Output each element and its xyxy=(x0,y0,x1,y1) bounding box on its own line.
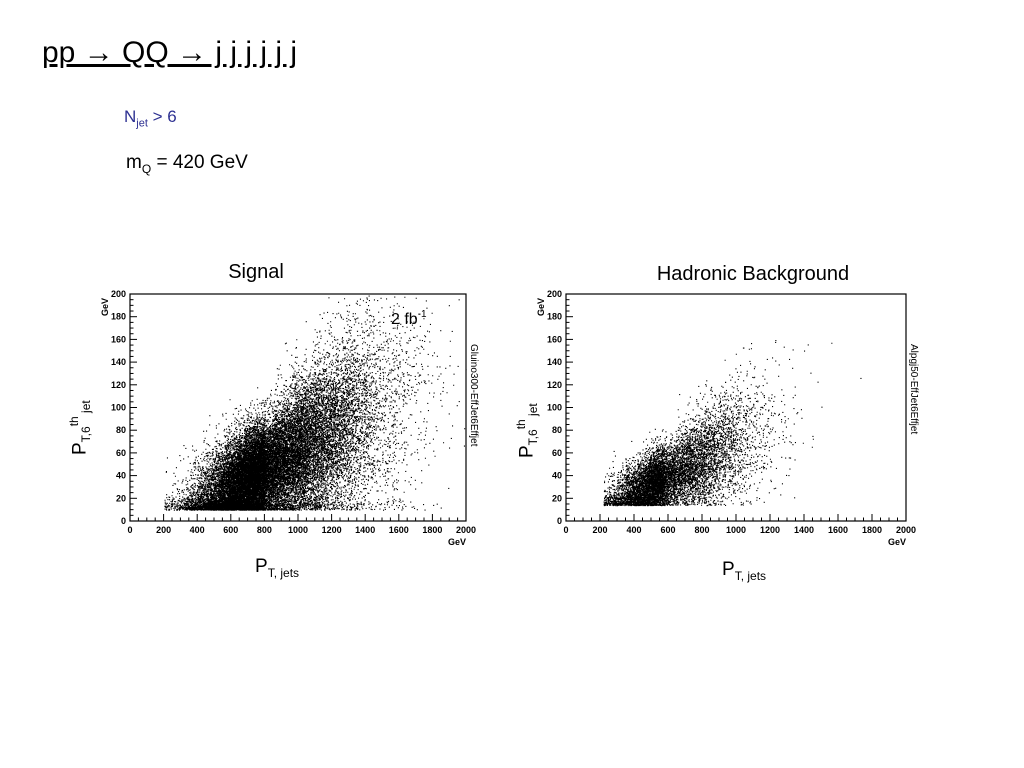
signal-x-symbol: P xyxy=(255,556,268,577)
signal-x-axis-label: PT, jets xyxy=(255,556,299,580)
signal-x-tick-label: 2000 xyxy=(456,525,476,535)
background-side-label: Alpgj50-EffJet6Effjet xyxy=(908,344,919,434)
signal-y-tick-label: 100 xyxy=(111,403,126,413)
mass-subscript: Q xyxy=(141,161,152,176)
signal-y-tick-label: 180 xyxy=(111,312,126,322)
signal-y-subscript: T,6 xyxy=(79,426,94,443)
signal-y-tick-label: 40 xyxy=(116,471,126,481)
background-y-unit-label: GeV xyxy=(536,298,546,316)
background-scatter-plot: 0 200 400 600 800 1000 1200 1400 1600 1800 2000 0 20… xyxy=(536,289,919,547)
background-x-tick-label: 400 xyxy=(626,525,641,535)
signal-y-tick-label: 80 xyxy=(116,425,126,435)
background-y-tick-label: 80 xyxy=(552,425,562,435)
slide-title: pp → QQ → j j j j j j xyxy=(42,36,298,69)
signal-x-tick-label: 600 xyxy=(223,525,238,535)
mass-value: = 420 GeV xyxy=(151,152,248,173)
background-x-tick-label: 1800 xyxy=(862,525,882,535)
background-y-axis-label: PT,6th jet xyxy=(514,403,540,458)
background-x-tick-label: 2000 xyxy=(896,525,916,535)
background-x-tick-label: 600 xyxy=(660,525,675,535)
background-y-tick-label: 0 xyxy=(557,516,562,526)
signal-y-tick-label: 20 xyxy=(116,493,126,503)
signal-y-subscript-2: jet xyxy=(79,400,94,417)
signal-x-tick-label: 400 xyxy=(190,525,205,535)
signal-x-subscript: T, jets xyxy=(267,565,300,580)
signal-y-tick-label: 200 xyxy=(111,289,126,299)
signal-y-tick-label: 160 xyxy=(111,334,126,344)
background-y-tick-label: 100 xyxy=(547,403,562,413)
background-point-cloud xyxy=(603,340,862,507)
signal-side-label: Gluino300-EffJet6Effjet xyxy=(468,344,479,447)
background-x-tick-label: 200 xyxy=(592,525,607,535)
signal-y-tick-label: 0 xyxy=(121,516,126,526)
background-x-tick-label: 1200 xyxy=(760,525,780,535)
background-y-symbol: P xyxy=(516,445,538,458)
signal-x-unit-label: GeV xyxy=(448,537,466,547)
background-y-tick-label: 180 xyxy=(547,312,562,322)
signal-y-symbol: P xyxy=(69,442,91,455)
background-y-tick-label: 200 xyxy=(547,289,562,299)
signal-x-tick-label: 200 xyxy=(156,525,171,535)
background-y-subscript-2: jet xyxy=(526,403,541,420)
signal-y-superscript: th xyxy=(67,416,81,427)
background-y-subscript: T,6 xyxy=(526,429,541,446)
signal-points xyxy=(164,295,467,511)
background-y-tick-label: 160 xyxy=(547,334,562,344)
signal-x-tick-label: 800 xyxy=(257,525,272,535)
signal-x-tick-label: 1000 xyxy=(288,525,308,535)
njet-subscript: jet xyxy=(136,117,148,130)
background-y-tick-label: 60 xyxy=(552,448,562,458)
signal-y-tick-label: 140 xyxy=(111,357,126,367)
background-y-tick-label: 120 xyxy=(547,380,562,390)
signal-y-unit-label: GeV xyxy=(100,298,110,316)
mass-label: mQ = 420 GeV xyxy=(126,152,248,176)
signal-x-tick-label: 1600 xyxy=(389,525,409,535)
background-y-superscript: th xyxy=(514,419,528,430)
mass-symbol: m xyxy=(126,152,142,173)
signal-x-tick-label: 1400 xyxy=(355,525,375,535)
signal-luminosity-exponent: -1 xyxy=(418,309,427,320)
background-y-tick-label: 40 xyxy=(552,471,562,481)
background-x-tick-label: 1400 xyxy=(794,525,814,535)
background-y-tick-label: 20 xyxy=(552,493,562,503)
background-chart-title: Hadronic Background xyxy=(656,263,850,285)
signal-x-tick-label: 1200 xyxy=(322,525,342,535)
signal-x-tick-label: 0 xyxy=(127,525,132,535)
background-y-tick-label: 140 xyxy=(547,357,562,367)
signal-point-cloud xyxy=(164,295,467,511)
signal-y-axis-label: PT,6th jet xyxy=(67,400,93,455)
njet-condition: > 6 xyxy=(147,107,177,126)
background-x-symbol: P xyxy=(722,559,735,580)
background-x-tick-label: 800 xyxy=(694,525,709,535)
background-x-axis-label: PT, jets xyxy=(722,559,766,583)
signal-y-tick-label: 60 xyxy=(116,448,126,458)
signal-y-tick-label: 120 xyxy=(111,380,126,390)
background-x-unit-label: GeV xyxy=(888,537,906,547)
background-x-tick-label: 1600 xyxy=(828,525,848,535)
signal-x-tick-label: 1800 xyxy=(422,525,442,535)
njet-cut-label: Njet > 6 xyxy=(124,107,177,129)
signal-chart-title: Signal xyxy=(228,261,284,283)
background-points xyxy=(603,340,862,507)
njet-symbol: N xyxy=(124,107,137,126)
background-x-tick-label: 1000 xyxy=(726,525,746,535)
signal-scatter-plot: 0 200 400 600 800 1000 1200 1400 1600 1800 2000 0 20… xyxy=(100,289,479,547)
signal-luminosity-annotation: 2 fb-1 xyxy=(391,309,427,328)
background-x-subscript: T, jets xyxy=(734,568,767,583)
background-x-tick-label: 0 xyxy=(563,525,568,535)
